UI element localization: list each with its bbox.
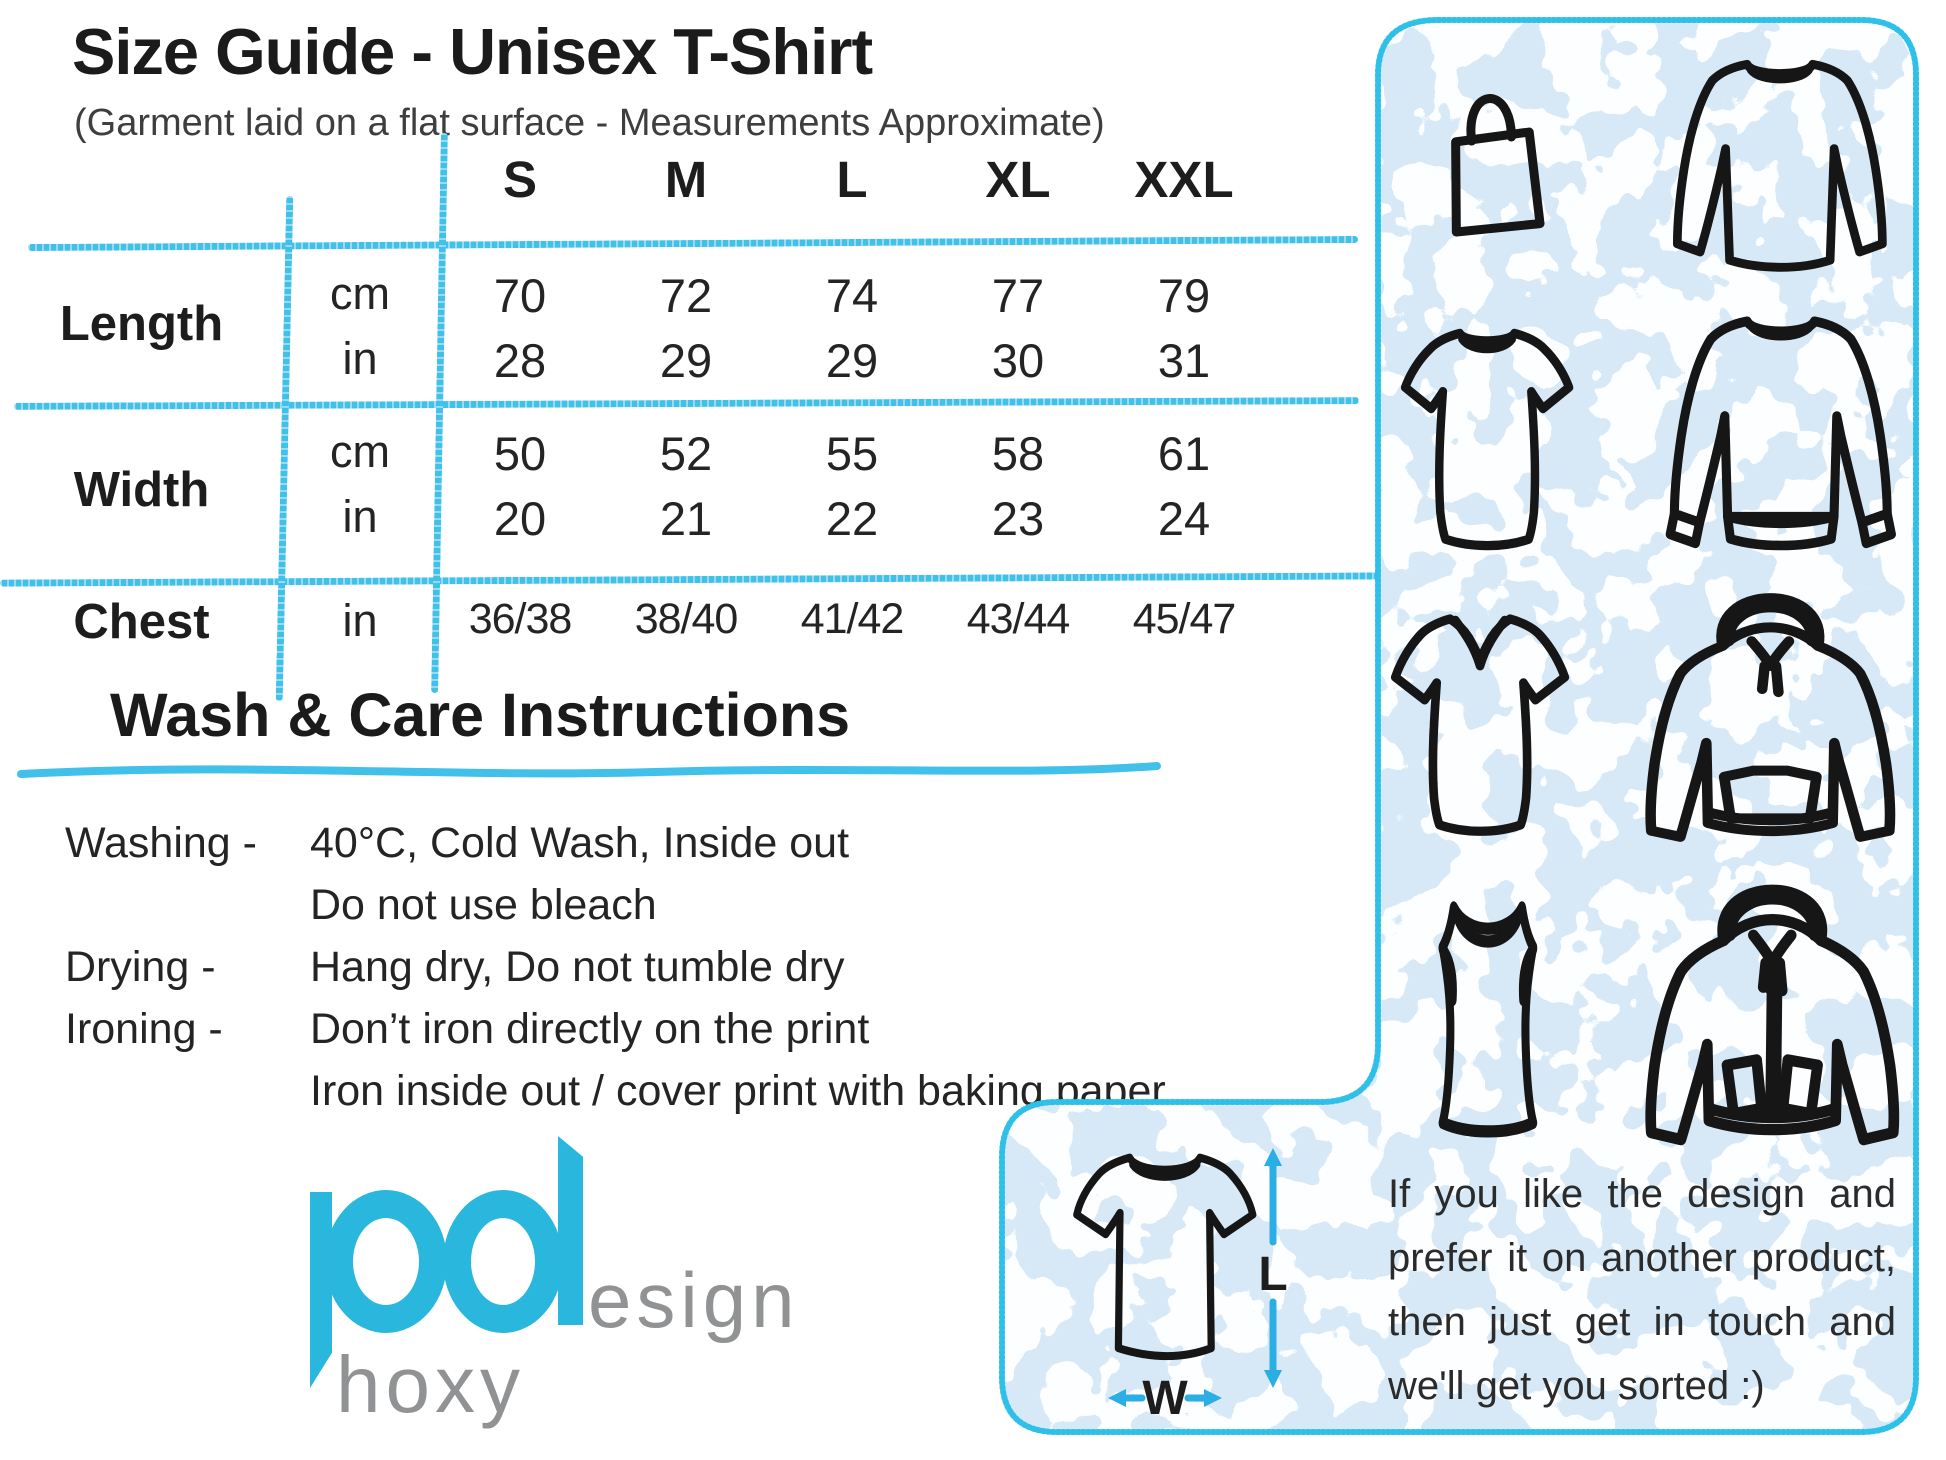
logo-p-stem	[310, 1192, 332, 1388]
logo-hoxy-text: hoxy	[336, 1340, 525, 1429]
value-cell: 52	[659, 427, 713, 480]
womens-t-shirt-icon	[1400, 328, 1574, 551]
value-cell: 58	[991, 427, 1045, 480]
unit-cell: in	[342, 595, 378, 646]
value-cell: 45/47	[1132, 595, 1237, 643]
care-row: Washing - 40°C, Cold Wash, Inside out	[65, 812, 1425, 874]
care-label: Ironing -	[65, 1005, 223, 1053]
length-label: L	[1258, 1248, 1287, 1301]
value-cell: 72	[659, 269, 713, 322]
panel-border	[999, 17, 1919, 1435]
note-line: prefer it on another product,	[1388, 1236, 1896, 1280]
logo-design-text: esign	[588, 1256, 800, 1344]
table-row: in 20 21 22 23 24	[283, 491, 1267, 546]
value-cell: 29	[659, 334, 713, 387]
care-row: Do not use bleach	[65, 874, 1425, 936]
value-cell: 50	[493, 427, 547, 480]
value-cell: 74	[825, 269, 879, 322]
v-neck-t-shirt-icon	[1391, 614, 1570, 836]
tank-top-icon	[1438, 901, 1538, 1138]
contact-note: If you like the design and prefer it on …	[1388, 1162, 1896, 1418]
unit-cell: in	[342, 491, 378, 542]
sweatshirt-icon	[1665, 316, 1896, 551]
care-text: Do not use bleach	[310, 881, 657, 929]
note-line: If you like the design and	[1388, 1172, 1896, 1216]
logo-p-bowl	[325, 1190, 447, 1333]
value-cell: 23	[991, 492, 1045, 545]
unit-cell: cm	[330, 426, 390, 477]
value-cell: 70	[493, 269, 547, 322]
care-instructions: Washing - 40°C, Cold Wash, Inside out Do…	[65, 812, 1425, 1122]
care-label: Drying -	[65, 943, 216, 991]
table-row: in 36/38 38/40 41/42 43/44 45/47	[283, 595, 1267, 647]
page-subtitle: (Garment laid on a flat surface - Measur…	[74, 102, 1105, 144]
value-cell: 41/42	[800, 595, 905, 643]
value-cell: 43/44	[966, 595, 1071, 643]
value-cell: 30	[991, 334, 1045, 387]
value-cell: 21	[659, 492, 713, 545]
table-row: in 28 29 29 30 31	[283, 333, 1267, 388]
size-col-header: S	[502, 151, 538, 208]
care-text: Don’t iron directly on the print	[310, 1005, 870, 1053]
tote-bag-icon	[1451, 94, 1545, 237]
measurement-t-shirt-icon	[1073, 1153, 1257, 1361]
table-row: cm 70 72 74 77 79	[283, 268, 1267, 323]
care-text: Hang dry, Do not tumble dry	[310, 943, 845, 991]
care-heading: Wash & Care Instructions	[110, 681, 851, 749]
size-header-row: S M L XL XXL	[437, 150, 1267, 209]
value-cell: 38/40	[634, 595, 739, 643]
value-cell: 55	[825, 427, 879, 480]
logo-d-bowl	[443, 1190, 563, 1333]
size-col-header: M	[664, 151, 708, 208]
unit-cell: in	[342, 333, 378, 384]
note-line: we'll get you sorted :)	[1388, 1364, 1765, 1408]
value-cell: 28	[493, 334, 547, 387]
table-row: cm 50 52 55 58 61	[283, 426, 1267, 481]
care-label: Washing -	[65, 819, 257, 867]
value-cell: 31	[1157, 334, 1211, 387]
phoxy-design-logo: esign hoxy	[250, 1118, 870, 1448]
value-cell: 29	[825, 334, 879, 387]
value-cell: 79	[1157, 269, 1211, 322]
value-cell: 77	[991, 269, 1045, 322]
care-row: Drying - Hang dry, Do not tumble dry	[65, 936, 1425, 998]
row-label-length: Length	[59, 297, 224, 351]
width-arrow	[1108, 1389, 1222, 1407]
care-label	[65, 1060, 310, 1122]
value-cell: 20	[493, 492, 547, 545]
care-label	[65, 874, 310, 936]
hoodie-icon	[1645, 593, 1896, 842]
row-label-width: Width	[73, 463, 210, 517]
row-label-chest: Chest	[73, 595, 210, 649]
size-col-header: XXL	[1134, 151, 1234, 208]
unit-cell: cm	[330, 268, 390, 319]
care-text: 40°C, Cold Wash, Inside out	[310, 819, 850, 867]
care-heading-underline	[17, 762, 1161, 778]
care-row: Ironing - Don’t iron directly on the pri…	[65, 998, 1425, 1060]
size-col-header: L	[836, 151, 868, 208]
value-cell: 36/38	[468, 595, 573, 643]
size-col-header: XL	[985, 151, 1051, 208]
value-cell: 22	[825, 492, 879, 545]
zip-hoodie-icon	[1645, 884, 1900, 1146]
note-line: then just get in touch and	[1388, 1300, 1896, 1344]
page-title: Size Guide - Unisex T-Shirt	[72, 15, 873, 88]
long-sleeve-shirt-icon	[1672, 59, 1887, 272]
width-label: W	[1142, 1372, 1188, 1425]
value-cell: 61	[1157, 427, 1211, 480]
value-cell: 24	[1157, 492, 1211, 545]
logo-d-stem	[558, 1136, 583, 1325]
products-panel: L W	[999, 17, 1919, 1435]
length-arrow	[1264, 1148, 1282, 1388]
